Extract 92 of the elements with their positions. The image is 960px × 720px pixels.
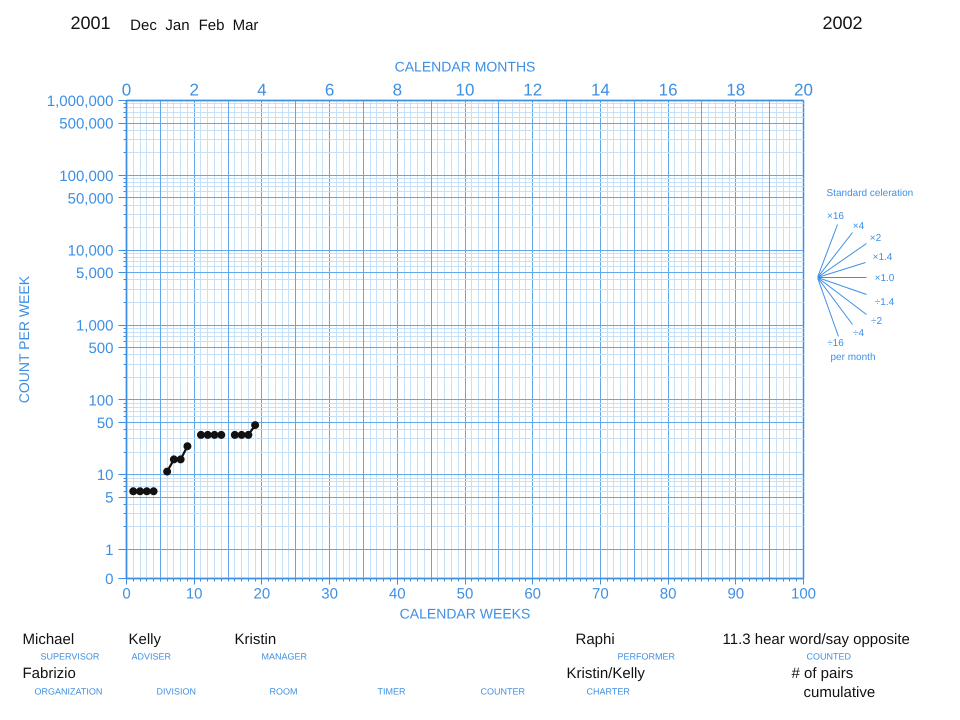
- point: [142, 487, 151, 496]
- y-tick-label: 10,000: [68, 242, 114, 260]
- point: [196, 430, 205, 439]
- text: MANAGER: [262, 652, 308, 662]
- x-tick-label: 30: [321, 586, 338, 602]
- point: [251, 421, 260, 430]
- text: 2001: [70, 13, 111, 33]
- text: ROOM: [270, 686, 298, 696]
- x2-tick-label: 0: [122, 80, 132, 100]
- x2-tick-label: 8: [392, 80, 402, 100]
- text: Kristin/Kelly: [566, 665, 646, 682]
- text: 11.3 hear word/say opposite: [722, 631, 910, 648]
- text: ×16: [827, 211, 844, 222]
- y-tick-label: 10: [96, 467, 114, 484]
- text: Feb: [198, 17, 224, 34]
- text: ÷4: [852, 328, 864, 339]
- text: ×4: [852, 221, 865, 232]
- x2-tick-label: 10: [456, 80, 474, 100]
- text: CHARTER: [586, 686, 630, 696]
- text: ADVISER: [132, 652, 172, 662]
- y-tick-label: 50: [96, 414, 114, 432]
- point: [204, 430, 212, 439]
- y-tick-label: 0: [105, 571, 114, 588]
- y-tick-label: 1,000: [76, 318, 114, 335]
- point: [217, 430, 226, 439]
- text: Standard celeration: [826, 188, 914, 199]
- text: COUNTER: [480, 686, 526, 696]
- text: 2002: [822, 13, 863, 33]
- y-tick-label: 5: [105, 490, 114, 507]
- y-tick-label: 100: [88, 392, 114, 410]
- text: Jan: [165, 17, 190, 34]
- y-tick-label: 5,000: [76, 265, 114, 282]
- x-tick-label: 80: [660, 586, 676, 602]
- y-tick-label: 500: [88, 340, 114, 358]
- x2-axis-title: CALENDAR MONTHS: [394, 58, 536, 74]
- x2-tick-label: 4: [257, 80, 267, 100]
- text: SUPERVISOR: [40, 652, 100, 662]
- text: ×1.0: [874, 273, 895, 284]
- text: Kelly: [128, 631, 162, 648]
- x-tick-label: 90: [727, 586, 744, 602]
- y-tick-label: 50,000: [68, 190, 114, 208]
- text: Dec: [130, 17, 158, 34]
- x-tick-label: 70: [592, 586, 609, 602]
- point: [170, 455, 178, 464]
- point: [183, 442, 192, 450]
- text: Kristin: [234, 631, 276, 648]
- y-tick-label: 1,000,000: [46, 93, 114, 110]
- x-tick-label: 10: [186, 586, 203, 602]
- text: ×1.4: [872, 252, 893, 263]
- x-tick-label: 40: [388, 586, 406, 602]
- text: Fabrizio: [22, 665, 76, 682]
- x-tick-label: 100: [790, 586, 816, 602]
- y-axis-title: COUNT PER WEEK: [16, 275, 32, 404]
- x2-tick-label: 16: [658, 80, 678, 100]
- text: # of pairs: [792, 665, 854, 682]
- point: [176, 455, 185, 464]
- text: PERFORMER: [618, 652, 676, 662]
- point: [238, 430, 246, 439]
- text: COUNTED: [806, 652, 852, 662]
- point: [230, 430, 239, 439]
- x2-tick-label: 18: [726, 80, 746, 100]
- text: TIMER: [378, 686, 406, 696]
- point: [136, 487, 144, 496]
- text: ÷16: [827, 338, 844, 349]
- text: ×2: [870, 233, 882, 244]
- x-axis-title: CALENDAR WEEKS: [400, 606, 530, 622]
- x2-tick-label: 14: [590, 80, 610, 100]
- text: ÷1.4: [874, 297, 895, 308]
- x2-tick-label: 6: [324, 80, 334, 100]
- text: Michael: [22, 631, 74, 648]
- x2-tick-label: 12: [523, 80, 542, 100]
- x-tick-label: 0: [122, 586, 131, 602]
- x-tick-label: 60: [524, 586, 542, 602]
- point: [129, 487, 138, 496]
- point: [244, 430, 252, 439]
- text: DIVISION: [156, 686, 196, 696]
- point: [150, 487, 158, 496]
- text: Mar: [232, 17, 258, 34]
- text: ORGANIZATION: [34, 686, 102, 696]
- text: per month: [830, 352, 876, 363]
- y-tick-label: 500,000: [59, 116, 114, 133]
- x2-tick-label: 2: [189, 80, 199, 100]
- y-tick-label: 100,000: [59, 168, 114, 185]
- text: Raphi: [576, 631, 615, 648]
- x-tick-label: 50: [456, 586, 474, 602]
- y-tick-label: 1: [105, 542, 114, 560]
- point: [163, 468, 172, 476]
- point: [210, 430, 219, 439]
- text: cumulative: [804, 684, 876, 701]
- x-tick-label: 20: [254, 586, 270, 602]
- text: ÷2: [870, 316, 882, 327]
- x2-tick-label: 20: [794, 80, 813, 100]
